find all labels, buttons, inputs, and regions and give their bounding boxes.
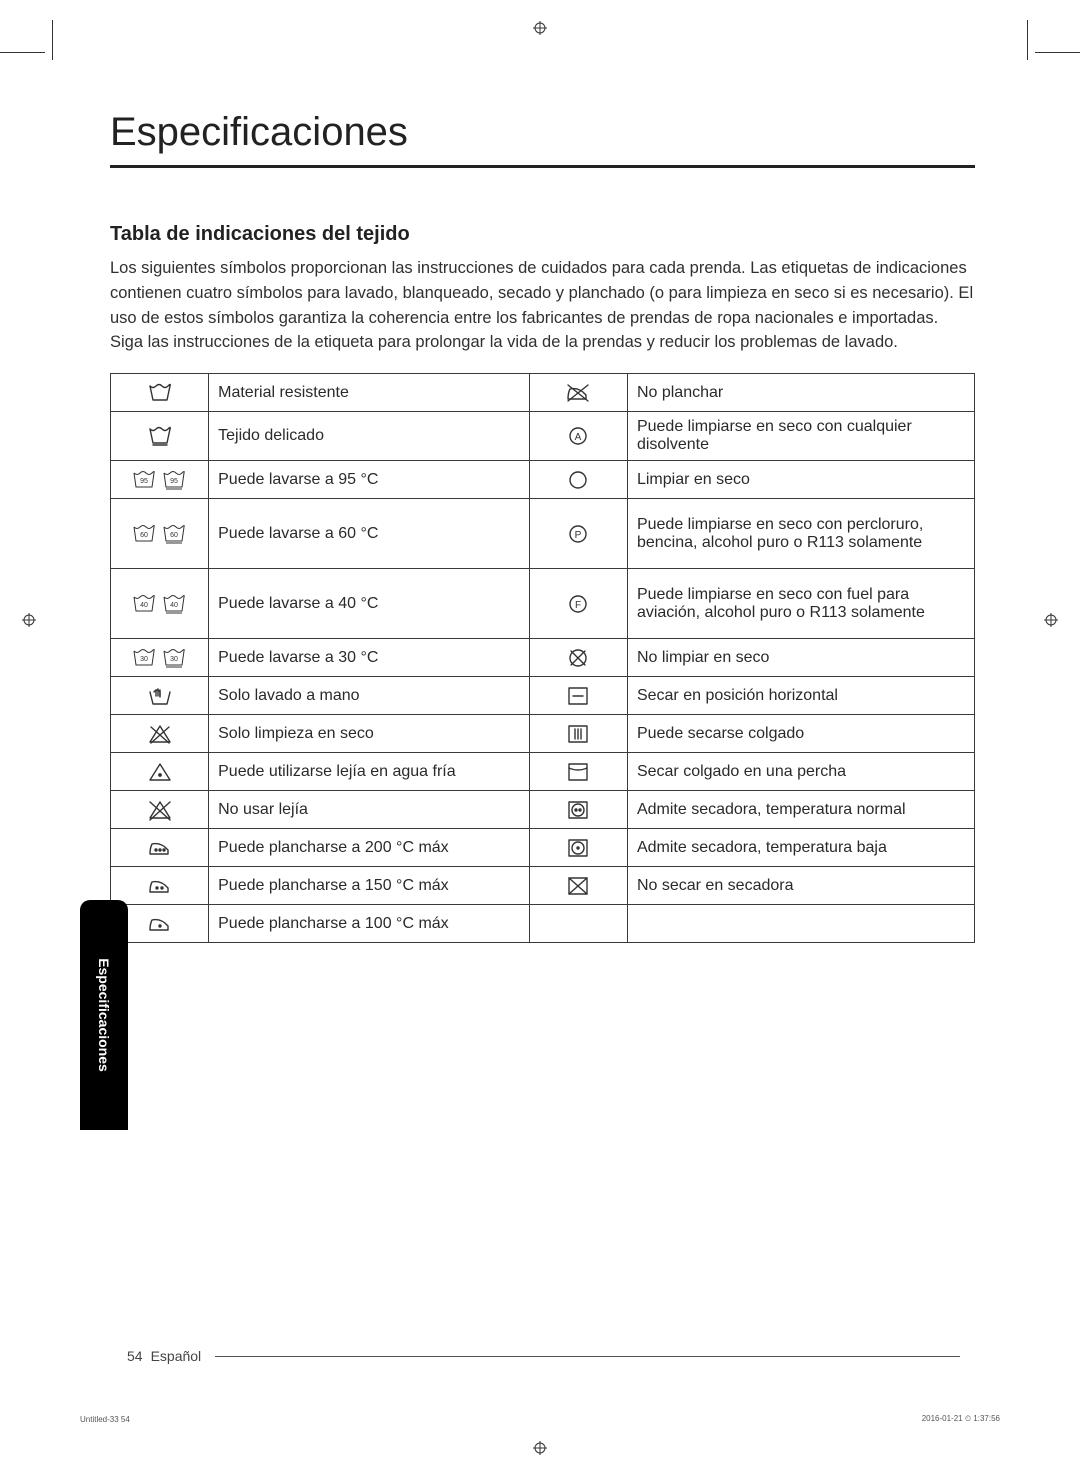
care-icon bbox=[529, 677, 627, 715]
care-text: Puede limpiarse en seco con fuel para av… bbox=[627, 569, 974, 639]
care-text: Tejido delicado bbox=[209, 412, 530, 461]
care-text: Puede lavarse a 30 °C bbox=[209, 639, 530, 677]
care-icon: 60 60 bbox=[111, 499, 209, 569]
intro-paragraph: Los siguientes símbolos proporcionan las… bbox=[110, 256, 975, 355]
care-icon bbox=[111, 829, 209, 867]
care-icon: P bbox=[529, 499, 627, 569]
care-icon: 30 30 bbox=[111, 639, 209, 677]
care-text: No planchar bbox=[627, 374, 974, 412]
care-icon bbox=[111, 677, 209, 715]
care-text bbox=[627, 905, 974, 943]
care-icon bbox=[529, 374, 627, 412]
care-icon bbox=[529, 461, 627, 499]
care-icon bbox=[111, 412, 209, 461]
care-text: Secar en posición horizontal bbox=[627, 677, 974, 715]
care-icon bbox=[529, 791, 627, 829]
care-icon bbox=[529, 715, 627, 753]
care-text: Puede limpiarse en seco con cualquier di… bbox=[627, 412, 974, 461]
care-text: Admite secadora, temperatura baja bbox=[627, 829, 974, 867]
care-text: Puede plancharse a 100 °C máx bbox=[209, 905, 530, 943]
svg-text:30: 30 bbox=[140, 656, 148, 663]
svg-text:60: 60 bbox=[170, 532, 178, 539]
care-icon: A bbox=[529, 412, 627, 461]
care-text: Puede lavarse a 40 °C bbox=[209, 569, 530, 639]
care-text: Admite secadora, temperatura normal bbox=[627, 791, 974, 829]
care-text: Limpiar en seco bbox=[627, 461, 974, 499]
svg-text:P: P bbox=[575, 530, 582, 541]
page-title: Especificaciones bbox=[110, 110, 975, 155]
svg-text:95: 95 bbox=[140, 478, 148, 485]
svg-text:30: 30 bbox=[170, 656, 178, 663]
care-text: Puede lavarse a 95 °C bbox=[209, 461, 530, 499]
care-icon bbox=[111, 374, 209, 412]
svg-text:60: 60 bbox=[140, 532, 148, 539]
care-icon bbox=[529, 639, 627, 677]
care-text: Material resistente bbox=[209, 374, 530, 412]
care-icon bbox=[529, 829, 627, 867]
svg-text:40: 40 bbox=[170, 602, 178, 609]
svg-text:A: A bbox=[575, 432, 582, 443]
care-icon bbox=[111, 791, 209, 829]
care-icon bbox=[111, 715, 209, 753]
care-text: Puede secarse colgado bbox=[627, 715, 974, 753]
care-icon: 95 95 bbox=[111, 461, 209, 499]
language-label: Español bbox=[151, 1348, 202, 1364]
care-icon: 40 40 bbox=[111, 569, 209, 639]
care-text: Puede plancharse a 150 °C máx bbox=[209, 867, 530, 905]
svg-text:F: F bbox=[575, 600, 581, 611]
page-content: Especificaciones Tabla de indicaciones d… bbox=[0, 0, 1080, 1013]
care-text: Puede lavarse a 60 °C bbox=[209, 499, 530, 569]
side-tab: Especificaciones bbox=[80, 900, 128, 1130]
footer-right-meta: 2016-01-21 ⏲ 1:37:56 bbox=[922, 1414, 1000, 1424]
care-icon: F bbox=[529, 569, 627, 639]
care-table: Material resistente No planchar Tejido del… bbox=[110, 373, 975, 943]
care-icon bbox=[529, 905, 627, 943]
section-title: Tabla de indicaciones del tejido bbox=[110, 223, 975, 246]
footer-left-meta: Untitled-33 54 bbox=[80, 1415, 130, 1424]
svg-text:40: 40 bbox=[140, 602, 148, 609]
care-text: Solo limpieza en seco bbox=[209, 715, 530, 753]
care-text: Puede limpiarse en seco con percloruro, … bbox=[627, 499, 974, 569]
care-text: No limpiar en seco bbox=[627, 639, 974, 677]
care-icon bbox=[111, 753, 209, 791]
title-rule bbox=[110, 165, 975, 168]
care-text: Puede plancharse a 200 °C máx bbox=[209, 829, 530, 867]
care-text: No secar en secadora bbox=[627, 867, 974, 905]
care-icon bbox=[529, 867, 627, 905]
side-tab-label: Especificaciones bbox=[96, 958, 112, 1072]
care-text: Secar colgado en una percha bbox=[627, 753, 974, 791]
care-text: Solo lavado a mano bbox=[209, 677, 530, 715]
svg-text:95: 95 bbox=[170, 478, 178, 485]
page-number: 54 bbox=[127, 1348, 143, 1364]
care-icon bbox=[529, 753, 627, 791]
care-text: No usar lejía bbox=[209, 791, 530, 829]
footer: 54 Español bbox=[127, 1348, 960, 1364]
care-text: Puede utilizarse lejía en agua fría bbox=[209, 753, 530, 791]
care-icon bbox=[111, 867, 209, 905]
